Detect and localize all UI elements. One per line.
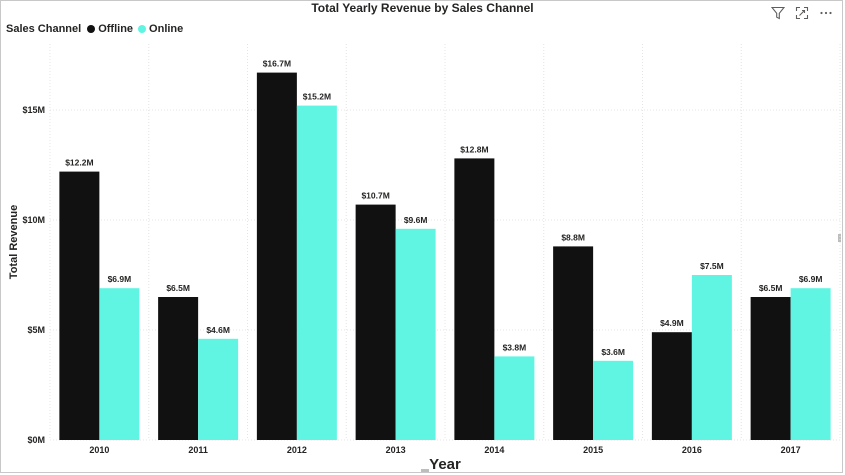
legend-item-offline[interactable]: Offline	[87, 23, 133, 35]
bar-online-2012	[296, 105, 337, 440]
legend-title: Sales Channel	[6, 23, 82, 35]
bar-offline-2015	[553, 246, 594, 440]
data-label-online-2017: $6.9M	[799, 274, 823, 284]
x-tick-label: 2010	[89, 445, 109, 455]
legend: Sales Channel Offline Online	[6, 23, 183, 35]
x-tick-label: 2013	[386, 445, 406, 455]
x-tick-label: 2014	[484, 445, 504, 455]
legend-item-online[interactable]: Online	[138, 23, 183, 35]
y-tick-label: $5M	[27, 325, 45, 335]
filter-icon	[771, 6, 785, 20]
visual-header-toolbar	[769, 5, 835, 21]
legend-label-offline: Offline	[98, 23, 134, 35]
bar-online-2010	[99, 288, 140, 440]
data-label-online-2010: $6.9M	[108, 274, 132, 284]
data-label-online-2011: $4.6M	[206, 325, 230, 335]
legend-label-online: Online	[149, 23, 184, 35]
x-tick-label: 2017	[781, 445, 801, 455]
bar-online-2015	[593, 360, 634, 440]
data-label-offline-2011: $6.5M	[166, 283, 190, 293]
bar-online-2017	[790, 288, 831, 440]
bar-offline-2012	[256, 72, 297, 440]
filter-button[interactable]	[769, 5, 787, 21]
data-label-online-2012: $15.2M	[303, 92, 331, 102]
y-tick-label: $15M	[22, 105, 45, 115]
x-tick-label: 2016	[682, 445, 702, 455]
data-label-online-2013: $9.6M	[404, 215, 428, 225]
chart-title: Total Yearly Revenue by Sales Channel	[311, 1, 534, 15]
x-tick-label: 2012	[287, 445, 307, 455]
focus-mode-icon	[795, 6, 809, 20]
bar-offline-2010	[59, 171, 100, 440]
y-tick-label: $10M	[22, 215, 45, 225]
data-label-offline-2015: $8.8M	[561, 232, 585, 242]
data-label-offline-2013: $10.7M	[361, 191, 389, 201]
bar-online-2011	[198, 338, 239, 440]
data-label-offline-2010: $12.2M	[65, 158, 93, 168]
data-label-online-2014: $3.8M	[503, 342, 527, 352]
data-label-offline-2012: $16.7M	[263, 59, 291, 69]
legend-swatch-offline	[87, 25, 96, 33]
data-label-offline-2016: $4.9M	[660, 318, 684, 328]
bar-offline-2014	[454, 158, 495, 440]
bar-offline-2011	[158, 297, 199, 440]
bar-online-2013	[395, 228, 436, 440]
data-label-offline-2017: $6.5M	[759, 283, 783, 293]
more-options-icon	[820, 11, 832, 15]
bar-offline-2017	[750, 297, 791, 440]
bar-offline-2016	[651, 332, 692, 440]
y-tick-label: $0M	[27, 435, 45, 445]
data-label-online-2016: $7.5M	[700, 261, 724, 271]
x-axis-title: Year	[429, 456, 461, 473]
legend-swatch-online	[138, 25, 147, 33]
bar-offline-2013	[355, 204, 396, 440]
bar-online-2016	[691, 275, 732, 440]
y-axis-title: Total Revenue	[8, 205, 20, 279]
bar-online-2014	[494, 356, 535, 440]
data-label-offline-2014: $12.8M	[460, 144, 488, 154]
x-tick-label: 2011	[188, 445, 208, 455]
x-tick-label: 2015	[583, 445, 603, 455]
more-options-button[interactable]	[817, 5, 835, 21]
resize-handle-right[interactable]	[838, 234, 841, 242]
focus-mode-button[interactable]	[793, 5, 811, 21]
resize-handle-bottom[interactable]	[421, 469, 429, 472]
data-label-online-2015: $3.6M	[601, 347, 625, 357]
